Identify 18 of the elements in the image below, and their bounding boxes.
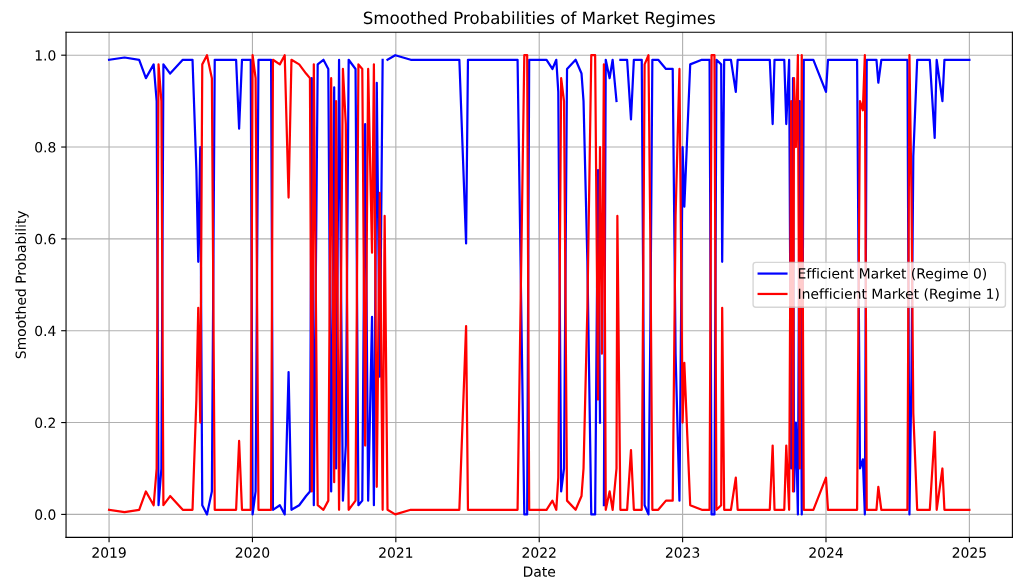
legend-label: Inefficient Market (Regime 1) [798, 288, 999, 302]
y-tick-label: 0.8 [35, 142, 56, 153]
x-axis-title: Date [523, 566, 556, 577]
y-tick-label: 0.0 [35, 509, 56, 520]
chart-title: Smoothed Probabilities of Market Regimes [363, 11, 715, 28]
x-tick-label: 2020 [235, 547, 270, 558]
y-tick-label: 0.4 [35, 325, 56, 337]
x-tick-label: 2023 [665, 547, 700, 558]
x-tick-label: 2021 [379, 547, 413, 558]
legend-label: Efficient Market (Regime 0) [798, 267, 987, 282]
y-tick-label: 0.6 [35, 233, 56, 245]
x-tick-label: 2019 [92, 547, 126, 558]
x-tick-label: 2024 [809, 547, 843, 558]
y-tick-label: 0.2 [35, 417, 55, 429]
y-axis-title: Smoothed Probability [15, 210, 29, 359]
x-tick-label: 2022 [522, 547, 556, 558]
x-tick-label: 2025 [952, 547, 986, 558]
y-tick-label: 1.0 [35, 50, 56, 61]
